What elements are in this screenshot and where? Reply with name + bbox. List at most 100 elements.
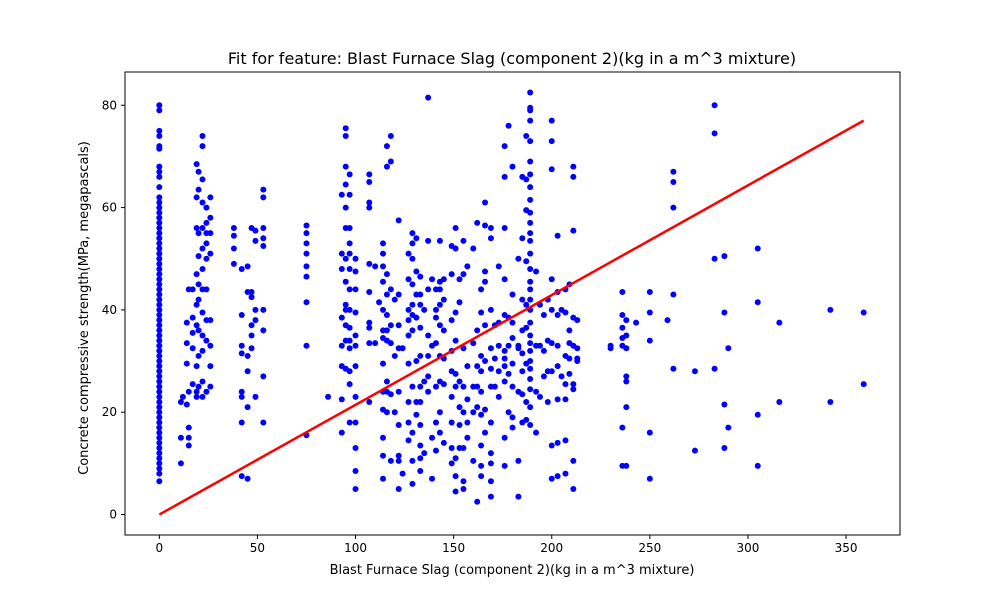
- x-tick-label: 300: [736, 541, 759, 555]
- data-point: [338, 314, 345, 321]
- data-point: [501, 143, 508, 150]
- data-point: [776, 398, 783, 405]
- data-point: [346, 171, 353, 178]
- data-point: [346, 419, 353, 426]
- data-point: [544, 398, 551, 405]
- data-point: [303, 250, 310, 257]
- data-point: [436, 409, 443, 416]
- data-point: [207, 194, 214, 201]
- data-point: [519, 350, 526, 357]
- data-point: [409, 301, 416, 308]
- data-point: [252, 306, 259, 313]
- data-point: [248, 294, 255, 301]
- data-point: [464, 263, 471, 270]
- data-point: [456, 276, 463, 283]
- data-point: [470, 245, 477, 252]
- data-point: [574, 355, 581, 362]
- data-point: [711, 255, 718, 262]
- data-point: [827, 398, 834, 405]
- data-point: [346, 306, 353, 313]
- data-point: [487, 225, 494, 232]
- data-point: [395, 291, 402, 298]
- data-point: [487, 365, 494, 372]
- data-point: [156, 209, 163, 216]
- data-point: [346, 265, 353, 272]
- data-point: [527, 422, 534, 429]
- data-point: [421, 306, 428, 313]
- data-point: [338, 429, 345, 436]
- data-point: [509, 335, 516, 342]
- data-point: [554, 473, 561, 480]
- data-point: [487, 345, 494, 352]
- data-point: [193, 225, 200, 232]
- data-point: [523, 176, 530, 183]
- data-point: [303, 299, 310, 306]
- data-point: [338, 191, 345, 198]
- data-point: [303, 230, 310, 237]
- data-point: [691, 368, 698, 375]
- data-point: [478, 411, 485, 418]
- data-point: [156, 230, 163, 237]
- data-point: [179, 393, 186, 400]
- data-point: [527, 278, 534, 285]
- data-point: [156, 276, 163, 283]
- data-point: [527, 89, 534, 96]
- data-point: [495, 393, 502, 400]
- data-point: [425, 373, 432, 380]
- data-point: [156, 455, 163, 462]
- data-point: [456, 404, 463, 411]
- data-point: [474, 383, 481, 390]
- data-point: [342, 132, 349, 139]
- data-point: [366, 398, 373, 405]
- data-point: [383, 271, 390, 278]
- data-point: [399, 345, 406, 352]
- data-point: [156, 322, 163, 329]
- data-point: [156, 260, 163, 267]
- data-point: [183, 360, 190, 367]
- data-point: [189, 381, 196, 388]
- data-point: [260, 194, 267, 201]
- data-point: [425, 94, 432, 101]
- data-point: [456, 378, 463, 385]
- data-point: [405, 419, 412, 426]
- data-point: [432, 383, 439, 390]
- data-point: [156, 439, 163, 446]
- data-point: [548, 368, 555, 375]
- data-point: [487, 478, 494, 485]
- data-point: [429, 475, 436, 482]
- data-point: [380, 452, 387, 459]
- data-point: [527, 237, 534, 244]
- data-point: [207, 230, 214, 237]
- data-point: [633, 319, 640, 326]
- data-point: [376, 299, 383, 306]
- data-point: [527, 219, 534, 226]
- data-point: [203, 240, 210, 247]
- y-tick-label: 80: [102, 98, 117, 112]
- data-point: [303, 263, 310, 270]
- data-point: [395, 452, 402, 459]
- data-point: [548, 138, 555, 145]
- data-point: [754, 411, 761, 418]
- data-point: [619, 424, 626, 431]
- data-point: [391, 409, 398, 416]
- data-point: [527, 404, 534, 411]
- data-point: [380, 263, 387, 270]
- data-point: [509, 424, 516, 431]
- data-point: [352, 286, 359, 293]
- data-point: [417, 291, 424, 298]
- data-point: [185, 388, 192, 395]
- data-point: [860, 309, 867, 316]
- data-point: [478, 388, 485, 395]
- data-point: [405, 360, 412, 367]
- data-point: [417, 468, 424, 475]
- data-point: [548, 475, 555, 482]
- data-point: [195, 281, 202, 288]
- data-point: [199, 378, 206, 385]
- data-point: [352, 445, 359, 452]
- data-point: [413, 314, 420, 321]
- data-point: [366, 204, 373, 211]
- x-tick-label: 50: [250, 541, 265, 555]
- data-point: [501, 225, 508, 232]
- data-point: [195, 352, 202, 359]
- data-point: [432, 340, 439, 347]
